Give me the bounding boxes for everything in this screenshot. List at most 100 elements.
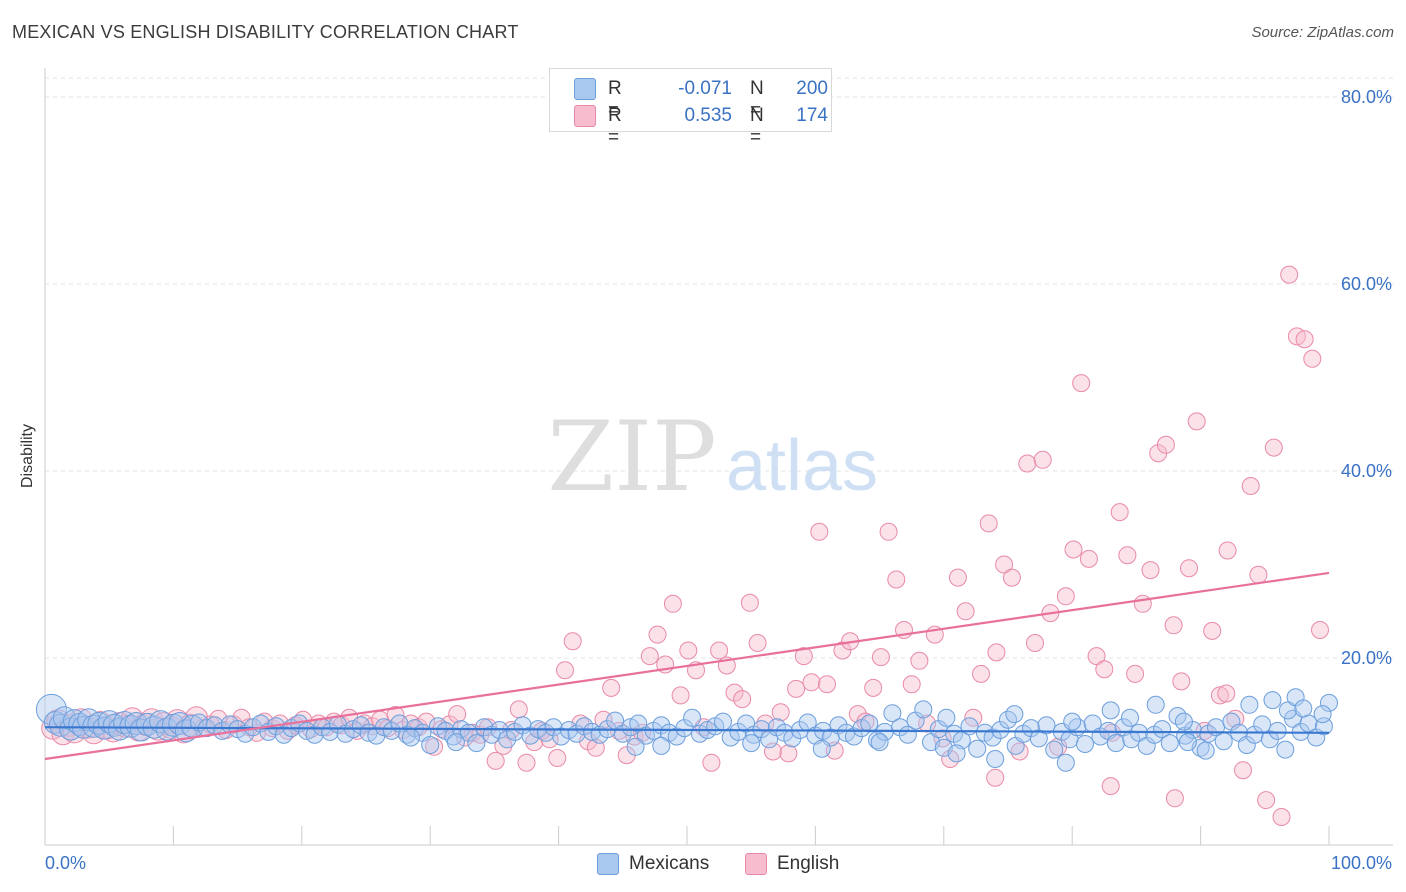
- english-point: [1118, 546, 1137, 565]
- english-point: [964, 708, 983, 727]
- english-point: [887, 570, 906, 589]
- english-point: [1002, 568, 1021, 587]
- legend-label: English: [777, 853, 840, 874]
- english-point: [740, 593, 759, 612]
- english-point: [1164, 616, 1183, 635]
- mexicans-swatch: [597, 853, 619, 875]
- mexicans-point: [1106, 734, 1125, 753]
- y-axis-label: Disability: [19, 423, 36, 489]
- english-point: [1072, 374, 1091, 393]
- english-point: [871, 648, 890, 667]
- chart-title: MEXICAN VS ENGLISH DISABILITY CORRELATIO…: [12, 22, 519, 42]
- n-value: 174: [796, 105, 828, 126]
- y-tick-label: 80.0%: [1341, 87, 1392, 107]
- mexicans-point: [1160, 734, 1179, 753]
- mexicans-point: [1122, 730, 1141, 749]
- english-point: [1210, 686, 1229, 705]
- mexicans-point: [213, 721, 232, 740]
- english-point: [517, 753, 536, 772]
- english-point: [663, 594, 682, 613]
- english-point: [509, 700, 528, 719]
- english-point: [779, 744, 798, 763]
- mexicans-point: [155, 717, 179, 741]
- mexicans-point: [1240, 695, 1259, 714]
- mexicans-point: [1276, 740, 1295, 759]
- english-point: [1033, 450, 1052, 469]
- mexicans-point: [812, 739, 831, 758]
- watermark-zip: ZIP: [547, 401, 716, 513]
- english-point: [1056, 587, 1075, 606]
- mexicans-point: [475, 718, 494, 737]
- english-point: [448, 705, 467, 724]
- axes: [44, 68, 1393, 846]
- mexicans-point: [945, 724, 964, 743]
- english-point: [1217, 684, 1236, 703]
- english-point: [910, 651, 929, 670]
- english-point: [787, 679, 806, 698]
- r-label: R =: [608, 78, 622, 121]
- mexicans-point: [991, 721, 1010, 739]
- english-point: [986, 768, 1005, 787]
- mexicans-point: [1253, 715, 1272, 734]
- mexicans-point: [1056, 753, 1075, 772]
- trend-lines: [44, 571, 1330, 761]
- english-point: [556, 661, 574, 680]
- english-trend-line: [44, 571, 1330, 761]
- chart-source: Source: ZipAtlas.com: [1251, 24, 1394, 41]
- english-point: [1172, 672, 1191, 691]
- mexicans-point: [35, 693, 67, 725]
- mexicans-point: [552, 727, 571, 746]
- mexicans-point: [714, 712, 732, 731]
- english-point: [833, 641, 852, 660]
- mexicans-point: [401, 728, 420, 747]
- mexicans-point: [914, 700, 933, 719]
- english-point: [710, 641, 729, 660]
- y-tick-label: 20.0%: [1341, 648, 1392, 668]
- stats-legend: R = -0.071 N = 200 R = 0.535 N = 174: [549, 68, 832, 148]
- english-point: [1203, 621, 1222, 640]
- mexicans-point: [1268, 721, 1287, 740]
- x-tick-label: 100.0%: [1331, 853, 1392, 873]
- english-point: [1110, 503, 1129, 522]
- n-value: 200: [796, 78, 828, 99]
- mexicans-point: [1063, 712, 1082, 731]
- r-value: -0.071: [678, 78, 732, 99]
- mexicans-point: [1045, 740, 1064, 759]
- mexicans-point: [683, 708, 702, 727]
- english-point: [417, 712, 436, 731]
- mexicans-point: [446, 733, 465, 752]
- mexicans-point: [986, 750, 1005, 768]
- english-point: [1280, 265, 1299, 284]
- english-point: [733, 690, 752, 709]
- mexicans-point: [274, 725, 293, 744]
- english-point: [602, 678, 621, 697]
- legend-label: Mexicans: [629, 853, 710, 874]
- english-point: [640, 647, 659, 666]
- r-label: R =: [608, 105, 622, 148]
- mexicans-point: [626, 737, 645, 756]
- mexicans-point: [883, 704, 902, 723]
- mexicans-point: [305, 725, 324, 744]
- english-point: [818, 675, 836, 694]
- english-point: [995, 555, 1014, 574]
- english-point: [794, 647, 813, 666]
- mexicans-point: [1037, 716, 1056, 735]
- english-point: [548, 749, 567, 767]
- english-point: [810, 522, 829, 541]
- english-point: [1264, 438, 1283, 457]
- mexicans-point: [421, 736, 440, 754]
- mexicans-point: [467, 734, 486, 753]
- mexicans-point: [870, 733, 889, 752]
- mexicans-point: [1153, 720, 1172, 739]
- mexicans-point: [968, 739, 987, 758]
- english-swatch: [574, 105, 596, 127]
- english-point: [1018, 454, 1037, 473]
- english-point: [1079, 549, 1098, 568]
- n-label: N =: [750, 78, 764, 121]
- y-tick-label: 60.0%: [1341, 274, 1392, 294]
- english-point: [486, 751, 505, 770]
- english-point: [1141, 561, 1160, 580]
- english-point: [1156, 435, 1175, 454]
- n-label: N =: [750, 105, 764, 148]
